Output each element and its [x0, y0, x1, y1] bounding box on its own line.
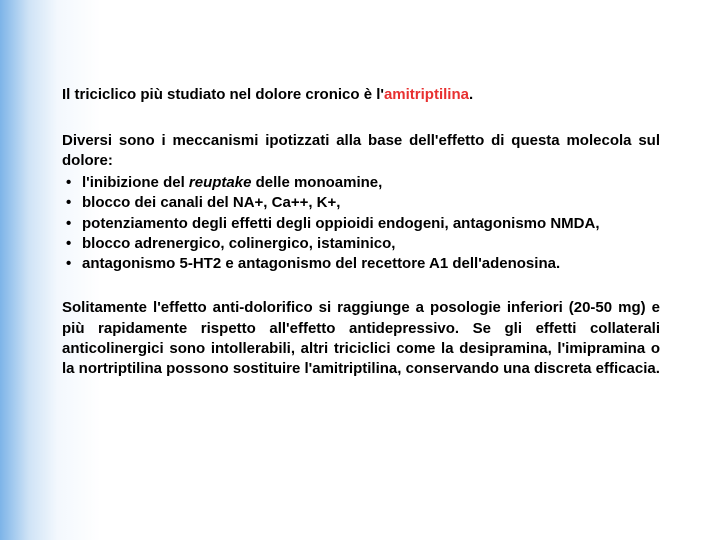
list-item: antagonismo 5-HT2 e antagonismo del rece…: [62, 254, 660, 274]
item-em: reuptake: [189, 174, 252, 191]
mechanisms-lead: Diversi sono i meccanismi ipotizzati all…: [62, 131, 660, 172]
list-item: l'inibizione del reuptake delle monoamin…: [62, 173, 660, 193]
list-item: blocco adrenergico, colinergico, istamin…: [62, 234, 660, 254]
drug-name: amitriptilina: [384, 86, 469, 103]
item-text: potenziamento degli effetti degli oppioi…: [82, 215, 600, 232]
item-text: delle monoamine,: [251, 174, 382, 191]
intro-prefix: Il triciclico più studiato nel dolore cr…: [62, 86, 384, 103]
item-text: blocco adrenergico, colinergico, istamin…: [82, 235, 395, 252]
conclusion-paragraph: Solitamente l'effetto anti-dolorifico si…: [62, 298, 660, 379]
intro-line: Il triciclico più studiato nel dolore cr…: [62, 85, 660, 105]
slide: Il triciclico più studiato nel dolore cr…: [0, 0, 720, 540]
item-text: blocco dei canali del NA+, Ca++, K+,: [82, 194, 340, 211]
item-text: antagonismo 5-HT2 e antagonismo del rece…: [82, 255, 560, 272]
item-text: l'inibizione del: [82, 174, 189, 191]
mechanisms-list: l'inibizione del reuptake delle monoamin…: [62, 173, 660, 274]
list-item: potenziamento degli effetti degli oppioi…: [62, 214, 660, 234]
list-item: blocco dei canali del NA+, Ca++, K+,: [62, 193, 660, 213]
intro-suffix: .: [469, 86, 473, 103]
